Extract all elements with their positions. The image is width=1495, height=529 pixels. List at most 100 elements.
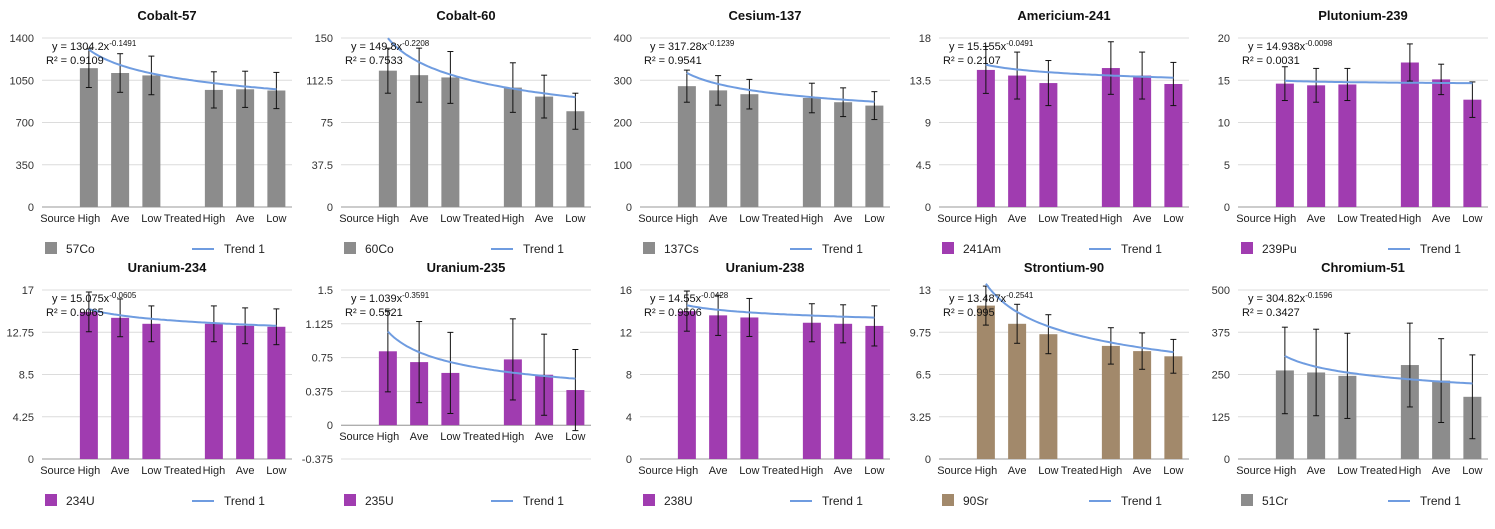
y-tick-label: 0.375 <box>305 386 333 398</box>
legend-series-name: 137Cs <box>664 242 699 256</box>
bar <box>1008 75 1027 207</box>
x-tick-label: Ave <box>236 213 255 225</box>
bar <box>1275 370 1294 459</box>
bar <box>566 111 585 207</box>
chart-title: Americium-241 <box>1017 8 1110 23</box>
legend-series-name: 51Cr <box>1262 494 1288 508</box>
bar <box>535 96 554 207</box>
trend-line <box>985 63 1174 79</box>
y-tick-label: 4.5 <box>916 160 931 172</box>
y-tick-label: 1400 <box>10 33 34 45</box>
y-tick-label: 1.125 <box>305 319 333 331</box>
x-tick-label: Low <box>739 213 759 225</box>
x-tick-label: Low <box>141 213 161 225</box>
chart-uranium-235: Uranium-235 -0.375 0 0.375 0.75 1.125 1.5 y = 1… <box>302 260 591 508</box>
chart-uranium-238: Uranium-238 0 4 8 12 16 y = 14.55x-0.0428 R² = … <box>620 260 890 508</box>
legend-series-name: 239Pu <box>1262 242 1297 256</box>
x-tick-label: Low <box>440 213 460 225</box>
bar <box>1463 99 1482 207</box>
legend-series-name: 241Am <box>963 242 1001 256</box>
chart-title: Plutonium-239 <box>1318 8 1408 23</box>
x-tick-label: Source <box>638 213 673 225</box>
bar <box>1164 84 1183 207</box>
x-tick-label: Low <box>1337 213 1357 225</box>
trend-line <box>1284 79 1473 85</box>
legend-trend-name: Trend 1 <box>523 242 564 256</box>
y-tick-label: 400 <box>614 33 632 45</box>
y-tick-label: 0 <box>1224 454 1230 466</box>
bar <box>709 90 728 207</box>
legend-trend-name: Trend 1 <box>1121 242 1162 256</box>
y-tick-label: 0 <box>28 202 34 214</box>
bar <box>142 75 161 208</box>
x-tick-label: Low <box>266 465 286 477</box>
x-tick-label: High <box>1399 465 1422 477</box>
chart-title: Cesium-137 <box>729 8 802 23</box>
x-tick-label: Source <box>937 213 972 225</box>
trend-r2: R² = 0.2107 <box>943 55 1001 67</box>
y-tick-label: 1050 <box>10 75 34 87</box>
bar <box>1039 334 1058 459</box>
y-tick-label: 4.25 <box>13 412 34 424</box>
x-tick-label: Ave <box>1307 213 1326 225</box>
legend-series-name: 238U <box>664 494 693 508</box>
x-tick-label: Low <box>1038 465 1058 477</box>
x-tick-label: Treated <box>463 213 501 225</box>
x-tick-label: Ave <box>1432 213 1451 225</box>
legend-trend-name: Trend 1 <box>224 242 265 256</box>
chart-chromium-51: Chromium-51 0 125 250 375 500 y = 304.82x-0.15… <box>1212 260 1488 508</box>
trend-line <box>1284 355 1473 385</box>
bar <box>677 311 696 459</box>
y-tick-label: 9.75 <box>910 327 931 339</box>
y-tick-label: -0.375 <box>302 454 333 466</box>
bar <box>1133 351 1152 459</box>
y-tick-label: 0.75 <box>312 353 333 365</box>
x-tick-label: High <box>676 465 699 477</box>
legend-trend-name: Trend 1 <box>1121 494 1162 508</box>
x-tick-label: High <box>78 465 101 477</box>
legend-series-name: 235U <box>365 494 394 508</box>
x-tick-label: Low <box>565 213 585 225</box>
x-tick-label: Ave <box>834 213 853 225</box>
trend-line <box>88 308 277 327</box>
legend-swatch <box>1241 494 1253 506</box>
chart-title: Uranium-238 <box>726 260 805 275</box>
y-tick-label: 300 <box>614 75 632 87</box>
legend-swatch <box>344 494 356 506</box>
trend-r2: R² = 0.3427 <box>1242 307 1300 319</box>
x-tick-label: Ave <box>410 213 429 225</box>
bar <box>111 73 130 207</box>
x-tick-label: High <box>203 213 226 225</box>
legend-series-name: 90Sr <box>963 494 988 508</box>
trend-equation: y = 304.82x-0.1596 <box>1248 291 1333 305</box>
chart-title: Strontium-90 <box>1024 260 1104 275</box>
y-tick-label: 200 <box>614 118 632 130</box>
y-tick-label: 15 <box>1218 75 1230 87</box>
bar <box>267 90 286 207</box>
legend-series-name: 60Co <box>365 242 394 256</box>
chart-title: Cobalt-60 <box>436 8 495 23</box>
x-tick-label: Ave <box>535 213 554 225</box>
x-tick-label: Low <box>266 213 286 225</box>
bar <box>1432 79 1451 207</box>
x-tick-label: Treated <box>1360 213 1398 225</box>
trend-line <box>686 304 875 319</box>
trend-line <box>387 330 576 380</box>
bar <box>410 75 429 208</box>
bar <box>677 86 696 207</box>
bar <box>1101 68 1120 208</box>
bar <box>503 87 522 207</box>
legend-swatch <box>45 242 57 254</box>
y-tick-label: 0 <box>925 454 931 466</box>
x-tick-label: Source <box>937 465 972 477</box>
bar <box>111 317 130 459</box>
y-tick-label: 10 <box>1218 118 1230 130</box>
x-tick-label: Ave <box>1008 465 1027 477</box>
x-tick-label: High <box>975 213 998 225</box>
y-tick-label: 0 <box>28 454 34 466</box>
bar <box>79 311 98 459</box>
x-tick-label: Low <box>864 213 884 225</box>
y-tick-label: 12 <box>620 327 632 339</box>
bar <box>441 77 460 207</box>
